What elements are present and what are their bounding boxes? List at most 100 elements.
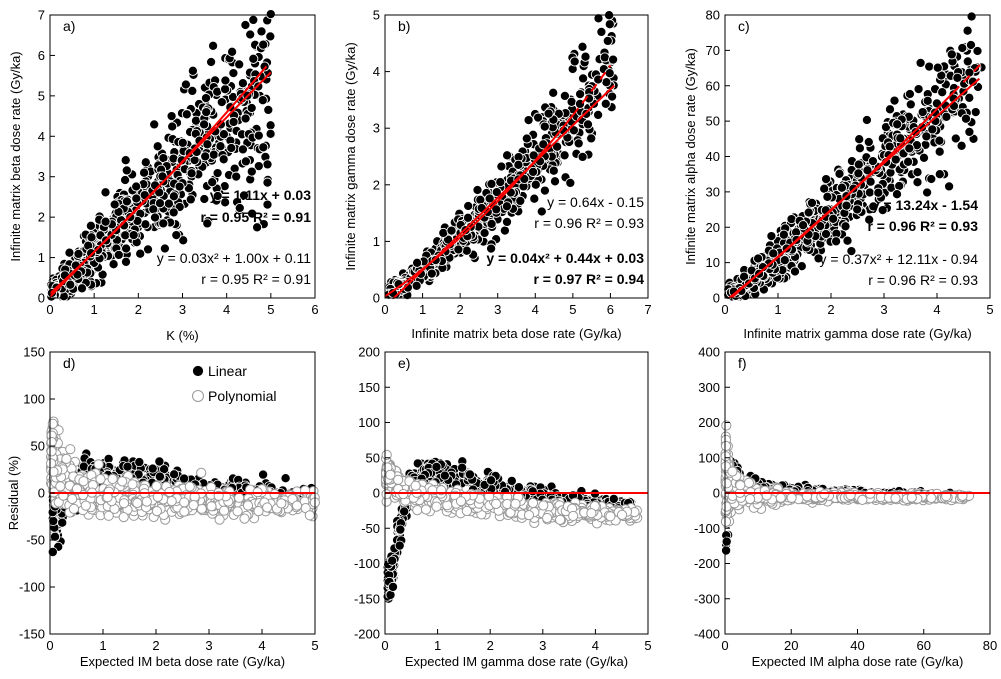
data-point xyxy=(395,524,406,535)
data-point xyxy=(265,31,276,42)
data-point xyxy=(246,166,257,177)
data-point xyxy=(536,206,547,217)
data-point xyxy=(529,193,540,204)
data-point xyxy=(575,89,586,100)
data-point xyxy=(121,243,132,254)
legend-marker-linear xyxy=(192,365,204,377)
data-point xyxy=(411,280,422,291)
data-point xyxy=(154,456,165,467)
data-point xyxy=(219,505,230,516)
data-point xyxy=(228,116,239,127)
panel-label: b) xyxy=(398,18,410,34)
data-point xyxy=(831,236,842,247)
data-point xyxy=(234,59,245,70)
fit-equation: y = 0.37x² + 12.11x - 0.94 xyxy=(819,251,978,267)
data-point xyxy=(569,56,580,67)
data-point xyxy=(394,540,405,551)
data-point xyxy=(135,248,146,259)
data-point xyxy=(169,469,180,480)
data-point xyxy=(252,222,263,233)
data-point xyxy=(895,133,906,144)
data-point xyxy=(506,475,517,486)
data-point xyxy=(957,42,968,54)
plot-area xyxy=(45,9,276,303)
data-point xyxy=(166,496,177,507)
data-point xyxy=(924,61,935,72)
data-point xyxy=(921,131,932,142)
data-point xyxy=(179,497,190,508)
data-point xyxy=(962,25,973,36)
data-point xyxy=(76,283,88,294)
data-point xyxy=(177,137,188,148)
data-point xyxy=(263,104,274,115)
data-point xyxy=(46,458,57,469)
data-point xyxy=(523,509,535,521)
data-point xyxy=(463,200,474,212)
data-point xyxy=(934,135,945,146)
data-point xyxy=(864,214,875,225)
data-point xyxy=(120,256,132,267)
data-point xyxy=(188,500,199,511)
data-point xyxy=(967,76,978,87)
data-point xyxy=(918,152,930,163)
data-point xyxy=(491,498,502,509)
data-point xyxy=(412,458,423,469)
fit-equation: y = 0.04x² + 0.44x + 0.03 xyxy=(486,250,644,266)
x-tick-label: 1 xyxy=(91,302,98,317)
data-point xyxy=(486,475,497,486)
data-point xyxy=(905,99,916,110)
data-point xyxy=(258,469,269,480)
data-point xyxy=(237,78,248,89)
data-point xyxy=(836,182,847,193)
fit-equation: r = 0.97 R² = 0.94 xyxy=(533,271,644,287)
x-tick-label: 6 xyxy=(311,302,318,317)
data-point xyxy=(399,506,410,517)
data-point xyxy=(134,457,145,468)
y-axis-label: Residual (%) xyxy=(6,456,21,530)
data-point xyxy=(73,248,84,259)
data-point xyxy=(917,107,928,118)
data-point xyxy=(439,470,450,481)
x-tick-label: 5 xyxy=(569,302,576,317)
y-tick-label: 1 xyxy=(373,234,380,249)
fit-equation: r = 0.96 R² = 0.93 xyxy=(867,218,978,234)
data-point xyxy=(132,497,143,509)
data-point xyxy=(149,119,160,130)
data-point xyxy=(237,144,248,155)
fit-equation: y = 0.03x² + 1.00x + 0.11 xyxy=(157,250,311,266)
data-point xyxy=(952,72,963,83)
data-point xyxy=(457,462,468,473)
data-point xyxy=(100,216,111,227)
data-point xyxy=(502,150,513,161)
data-point xyxy=(262,177,273,188)
data-point xyxy=(151,506,162,517)
data-point xyxy=(178,235,189,246)
x-tick-label: 1 xyxy=(434,638,441,653)
data-point xyxy=(120,230,131,241)
data-point xyxy=(248,53,259,64)
data-point xyxy=(501,216,513,227)
data-point xyxy=(495,177,506,188)
data-point xyxy=(753,253,764,264)
data-point xyxy=(187,65,198,76)
data-point xyxy=(140,157,151,168)
data-point xyxy=(779,255,790,266)
data-point xyxy=(491,187,502,198)
data-point xyxy=(527,486,538,497)
data-point xyxy=(127,479,138,490)
data-point xyxy=(179,473,190,484)
data-point xyxy=(602,35,613,46)
data-point xyxy=(387,581,398,592)
data-point xyxy=(549,176,561,187)
data-point xyxy=(234,202,245,214)
data-point xyxy=(139,167,150,178)
data-point xyxy=(122,461,133,472)
fit-equation: y = 1.11x + 0.03 xyxy=(210,187,311,203)
x-tick-label: 1 xyxy=(99,638,106,653)
data-point xyxy=(78,476,89,487)
data-point xyxy=(262,159,273,170)
data-point xyxy=(68,503,80,514)
